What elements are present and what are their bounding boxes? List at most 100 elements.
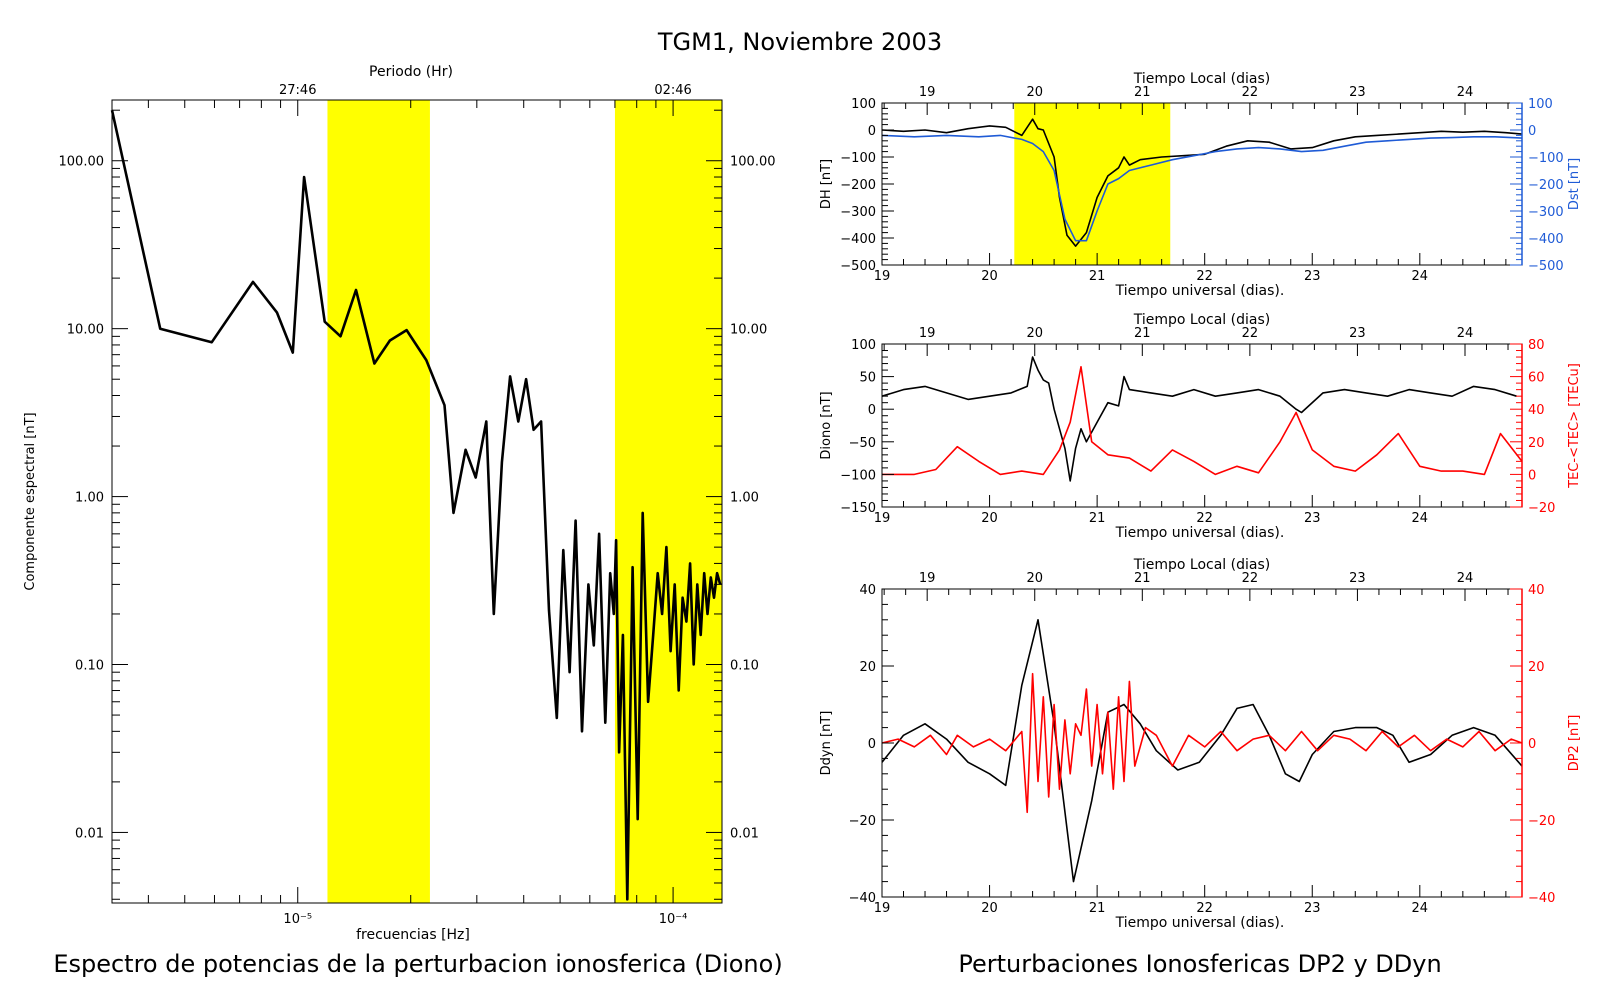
y-tick-label: 100 (851, 338, 876, 353)
y-tick-label: 0.01 (75, 826, 104, 841)
y-tick-label: −100 (840, 468, 876, 483)
y-tick-label: 0 (868, 737, 876, 752)
x-tick-label: 19 (874, 269, 891, 284)
x2-tick-label: 21 (1134, 326, 1151, 341)
x2-tick-label: 24 (1457, 85, 1474, 100)
x-axis-label: Tiempo universal (dias). (1115, 283, 1285, 299)
y-tick-label: 0 (868, 124, 876, 139)
x-tick-label: 20 (981, 901, 998, 916)
y-tick-label: −150 (840, 501, 876, 516)
y-tick-label: −200 (840, 178, 876, 193)
highlight-band-0 (327, 100, 430, 903)
x2-tick-label: 20 (1026, 326, 1043, 341)
series-dh-line (881, 118, 1523, 247)
left-caption: Espectro de potencias de la perturbacion… (53, 950, 782, 978)
x2-tick-label: 21 (1134, 571, 1151, 586)
y2-tick-label: −40 (1528, 891, 1555, 906)
series-tec-tec--line (882, 365, 1523, 476)
series-ddyn-line (881, 618, 1523, 883)
y2-axis-label: Dst [nT] (1567, 158, 1582, 210)
x2-tick-label: 24 (1457, 326, 1474, 341)
x2-tick-label: 19 (919, 326, 936, 341)
diono-tec-panel: 19 20 21 22 23 24 19 20 21 22 23 24 Tiempo universal… (819, 312, 1582, 541)
x-tick-label: 20 (981, 511, 998, 526)
y2-tick-label: 0 (1528, 124, 1536, 139)
series-dp2-line (881, 672, 1523, 814)
x-tick-label: 22 (1196, 511, 1213, 526)
plot-frame (111, 99, 723, 904)
plot-frame (881, 588, 1523, 898)
y2-tick-label: 1.00 (730, 491, 759, 506)
y-axis-label: Diono [nT] (819, 391, 834, 459)
x2-tick-label: 22 (1242, 571, 1259, 586)
x2-tick-label: 21 (1134, 85, 1151, 100)
x-tick-label: 10⁻⁵ (283, 912, 312, 927)
y2-tick-label: 20 (1528, 660, 1545, 675)
x2-tick-label: 23 (1349, 571, 1366, 586)
x-tick-label: 21 (1089, 511, 1106, 526)
x-tick-label: 19 (874, 901, 891, 916)
x2-tick-label: 19 (919, 85, 936, 100)
series-dst-line (881, 134, 1523, 242)
y2-tick-label: 20 (1528, 436, 1545, 451)
x-tick-label: 10⁻⁴ (659, 912, 688, 927)
y2-tick-label: 100 (1528, 97, 1553, 112)
y2-axis-label: TEC-<TEC> [TECu] (1567, 363, 1582, 489)
y2-tick-label: 0 (1528, 737, 1536, 752)
figure-title: TGM1, Noviembre 2003 (657, 28, 942, 56)
y-tick-label: −50 (849, 436, 876, 451)
x2-tick-label: 19 (919, 571, 936, 586)
y2-tick-label: 0.10 (730, 659, 759, 674)
x2-tick-label: 23 (1349, 85, 1366, 100)
x-axis-label: Tiempo universal (dias). (1115, 915, 1285, 931)
x2-tick-label: 02:46 (654, 83, 691, 98)
y-tick-label: −500 (840, 259, 876, 274)
x2-axis-label: Periodo (Hr) (369, 64, 453, 80)
x-axis-label: frecuencias [Hz] (356, 927, 470, 943)
y2-tick-label: 80 (1528, 338, 1545, 353)
y-tick-label: 50 (859, 371, 876, 386)
x-tick-label: 24 (1412, 901, 1429, 916)
y2-tick-label: −100 (1528, 151, 1564, 166)
y2-tick-label: 0 (1528, 468, 1536, 483)
y-tick-label: −400 (840, 232, 876, 247)
y2-axis-label: DP2 [nT] (1567, 715, 1582, 772)
x2-axis-label: Tiempo Local (dias) (1133, 71, 1270, 87)
y-tick-label: 1.00 (75, 491, 104, 506)
y-tick-label: −100 (840, 151, 876, 166)
x2-tick-label: 20 (1026, 571, 1043, 586)
y-tick-label: 100.00 (59, 155, 105, 170)
y2-tick-label: 0.01 (730, 826, 759, 841)
y-axis-label: Componente espectral [nT] (23, 412, 38, 590)
x-tick-label: 23 (1304, 269, 1321, 284)
x2-tick-label: 24 (1457, 571, 1474, 586)
y-tick-label: 20 (859, 660, 876, 675)
x-tick-label: 22 (1196, 269, 1213, 284)
plot-frame (881, 343, 1523, 508)
y-tick-label: 0.10 (75, 659, 104, 674)
y-tick-label: 100 (851, 97, 876, 112)
y2-tick-label: −400 (1528, 232, 1564, 247)
highlight-band-1 (614, 100, 722, 903)
y-tick-label: 10.00 (67, 323, 104, 338)
y-axis-label: Ddyn [nT] (819, 711, 834, 776)
x-tick-label: 24 (1412, 269, 1429, 284)
x2-axis-label: Tiempo Local (dias) (1133, 557, 1270, 573)
y2-tick-label: −20 (1528, 814, 1555, 829)
right-caption: Perturbaciones Ionosfericas DP2 y DDyn (958, 950, 1441, 978)
x-tick-label: 20 (981, 269, 998, 284)
y2-tick-label: 10.00 (730, 323, 767, 338)
y2-tick-label: 40 (1528, 583, 1545, 598)
x-tick-label: 21 (1089, 269, 1106, 284)
x2-tick-label: 20 (1026, 85, 1043, 100)
x2-tick-label: 22 (1242, 85, 1259, 100)
x2-tick-label: 23 (1349, 326, 1366, 341)
x-tick-label: 19 (874, 511, 891, 526)
spectrum-panel: 10⁻⁵ 10⁻⁴ 27:46 02:46 0.01 0.01 0.10 0.10 1.00 1.… (23, 64, 776, 943)
y2-tick-label: 60 (1528, 371, 1545, 386)
x-tick-label: 23 (1304, 901, 1321, 916)
x-tick-label: 23 (1304, 511, 1321, 526)
y-tick-label: 0 (868, 403, 876, 418)
y-tick-label: −300 (840, 205, 876, 220)
y2-tick-label: −500 (1528, 259, 1564, 274)
